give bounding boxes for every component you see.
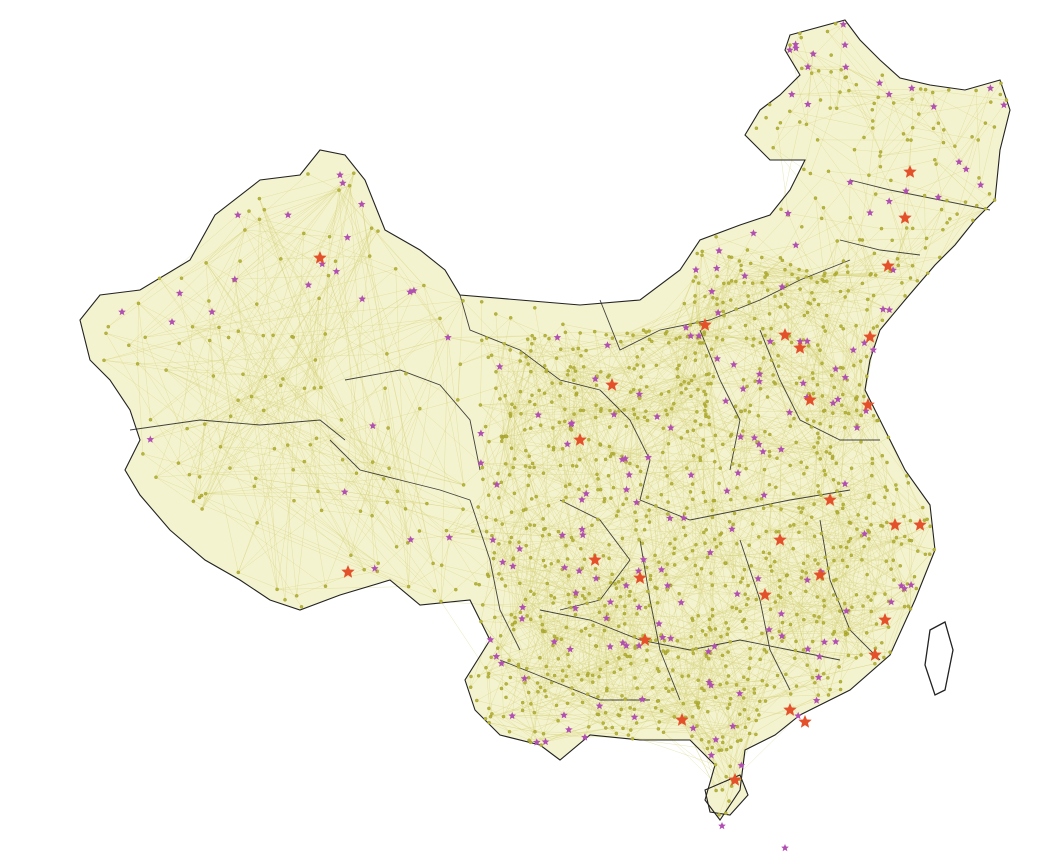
network-edges bbox=[103, 23, 1007, 815]
province-borders bbox=[129, 179, 991, 701]
taiwan-border bbox=[924, 621, 954, 696]
network-edges-layer bbox=[103, 23, 1007, 815]
province-borders-layer bbox=[79, 19, 1011, 821]
national-border bbox=[79, 19, 1011, 821]
